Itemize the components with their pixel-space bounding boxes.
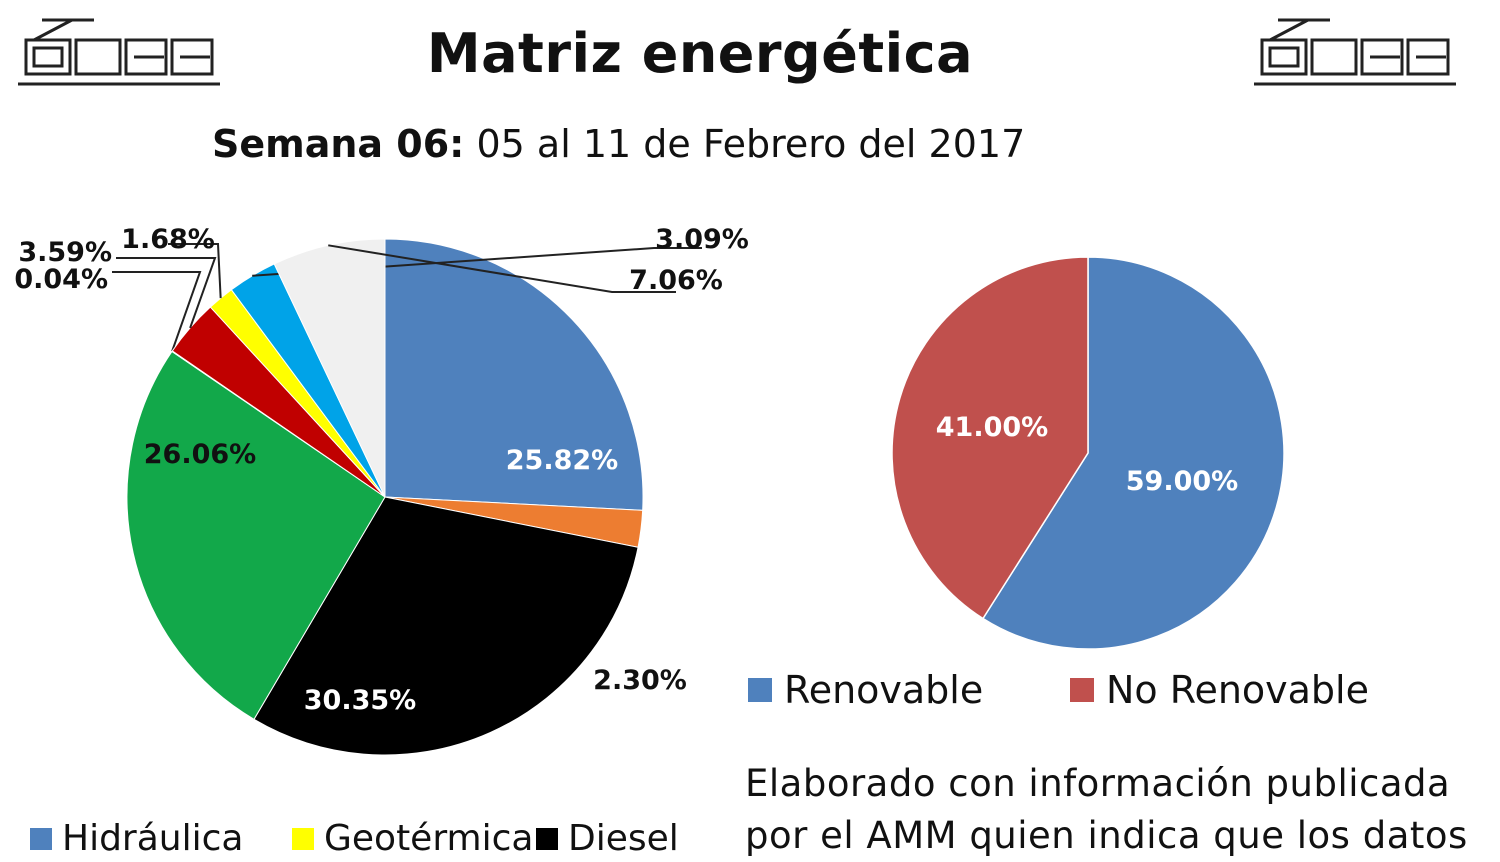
- leader-line-0-04: [112, 271, 202, 352]
- data-label-3-59: 3.59%: [18, 237, 112, 268]
- source-note: Elaborado con información publicada por …: [745, 758, 1485, 862]
- data-label-30-35: 30.35%: [304, 685, 416, 716]
- data-label-3-09: 3.09%: [655, 224, 749, 255]
- legend-label-geotermica: Geotérmica: [324, 818, 534, 859]
- legend-label-hidraulica: Hidráulica: [62, 818, 244, 859]
- data-label-0-04: 0.04%: [14, 264, 108, 295]
- leader-line-3-09: [252, 247, 702, 277]
- data-label-25-82: 25.82%: [506, 445, 618, 476]
- data-label-1-68: 1.68%: [121, 224, 215, 255]
- legend-item-no-renovable: No Renovable: [1070, 668, 1369, 712]
- legend-swatch-geotermica: [292, 827, 314, 850]
- data-label-26-06: 26.06%: [144, 439, 256, 470]
- legend-swatch-renovable: [748, 678, 772, 702]
- legend-label-renovable: Renovable: [784, 668, 984, 712]
- legend-item-geotermica: Geotérmica: [292, 818, 533, 859]
- cnee-logo-left: [18, 18, 220, 86]
- week-subtitle: Semana 06: 05 al 11 de Febrero del 2017: [212, 122, 1025, 166]
- legend-label-diesel: Diesel: [568, 818, 679, 859]
- data-label-no-renovable: 41.00%: [936, 412, 1048, 443]
- legend-item-renovable: Renovable: [748, 668, 983, 712]
- leader-line-1-68: [168, 243, 222, 299]
- legend-swatch-no-renovable: [1070, 678, 1094, 702]
- source-note-line-2: por el AMM quien indica que los datos: [745, 814, 1468, 857]
- week-dates: 05 al 11 de Febrero del 2017: [464, 122, 1026, 166]
- energy-mix-pie-chart: 25.82% 2.30% 30.35% 26.06% 0.04%3.59% 1.68% 3.…: [14, 224, 749, 756]
- renewable-pie-chart: 59.00% 41.00%: [891, 256, 1285, 650]
- leader-line-7-06: [328, 244, 676, 293]
- pie-slice-26-06: [126, 350, 386, 720]
- data-label-renovable: 59.00%: [1126, 466, 1238, 497]
- data-label-7-06: 7.06%: [629, 265, 723, 296]
- legend-label-no-renovable: No Renovable: [1106, 668, 1369, 712]
- cnee-logo-right: [1254, 18, 1456, 86]
- source-note-line-1: Elaborado con información publicada: [745, 762, 1451, 805]
- pie-slice-30-35: [253, 496, 639, 756]
- legend-item-hidraulica: Hidráulica: [30, 818, 243, 859]
- week-label: Semana 06:: [212, 122, 465, 166]
- legend-swatch-diesel: [536, 827, 558, 850]
- data-label-2-30: 2.30%: [593, 665, 687, 696]
- legend-item-diesel: Diesel: [536, 818, 679, 859]
- legend-swatch-hidraulica: [30, 827, 52, 850]
- leader-line-3-59: [116, 257, 217, 329]
- pie-slice-no-renovable: [891, 256, 1089, 620]
- page-title: Matriz energética: [426, 22, 974, 85]
- pie-slice-renovable: [981, 256, 1285, 650]
- pie-slice-25-82: [384, 238, 644, 511]
